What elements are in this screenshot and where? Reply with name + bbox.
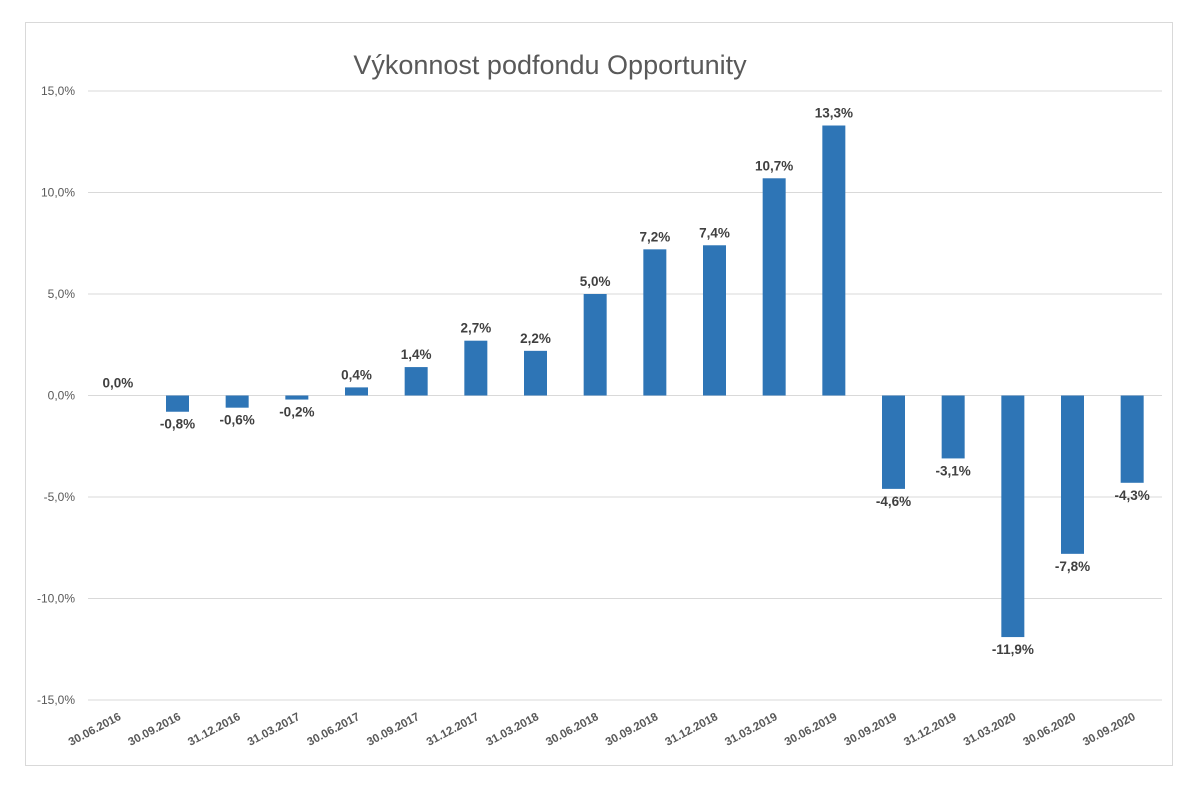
x-tick-label: 30.09.2020 <box>1081 711 1137 749</box>
x-tick-label: 31.03.2017 <box>246 711 302 749</box>
bar <box>464 340 488 396</box>
y-tick-label: -10,0% <box>37 592 75 606</box>
y-tick-label: 0,0% <box>48 389 76 403</box>
x-tick-label: 31.12.2019 <box>902 711 958 749</box>
data-label: 13,3% <box>815 106 853 121</box>
x-tick-label: 30.09.2019 <box>842 711 898 749</box>
y-tick-label: 5,0% <box>48 287 76 301</box>
data-label: 5,0% <box>580 274 611 289</box>
data-label: -0,8% <box>160 417 195 432</box>
data-label: -4,3% <box>1115 488 1150 503</box>
x-tick-label: 30.06.2020 <box>1021 711 1077 749</box>
bar <box>285 395 309 400</box>
x-tick-label: 31.12.2017 <box>425 711 481 749</box>
bar <box>882 395 905 489</box>
data-label: 7,4% <box>699 225 730 240</box>
data-label: -4,6% <box>876 494 911 509</box>
x-tick-label: 30.09.2017 <box>365 711 421 749</box>
bar <box>524 350 547 396</box>
x-tick-label: 30.09.2016 <box>126 711 182 749</box>
chart-title: Výkonnost podfondu Opportunity <box>353 50 747 80</box>
x-tick-label: 30.09.2018 <box>604 711 661 749</box>
x-tick-label: 30.06.2017 <box>305 711 361 749</box>
x-tick-label: 31.03.2020 <box>962 711 1018 749</box>
data-label: -3,1% <box>936 463 971 478</box>
x-tick-label: 31.12.2016 <box>186 711 242 749</box>
x-tick-label: 31.03.2018 <box>484 711 541 749</box>
data-label: -7,8% <box>1055 559 1090 574</box>
x-tick-label: 30.06.2016 <box>67 711 123 749</box>
data-label: 7,2% <box>639 229 670 244</box>
data-label: 0,4% <box>341 367 372 382</box>
data-label: 0,0% <box>102 376 133 391</box>
bar <box>1120 395 1144 483</box>
y-tick-label: -15,0% <box>37 693 75 707</box>
bar <box>762 178 786 396</box>
bar <box>941 395 965 459</box>
bar <box>822 125 846 396</box>
y-tick-label: 15,0% <box>41 84 75 98</box>
x-tick-label: 31.12.2018 <box>663 711 720 749</box>
bar <box>345 387 368 396</box>
x-tick-label: 30.06.2018 <box>544 711 601 749</box>
bar <box>225 395 249 408</box>
data-label: 2,2% <box>520 331 551 346</box>
bar <box>1001 395 1025 638</box>
bar <box>583 294 607 396</box>
y-tick-label: -5,0% <box>44 490 76 504</box>
data-label: -11,9% <box>992 642 1034 657</box>
data-label: 2,7% <box>460 321 491 336</box>
x-tick-label: 30.06.2019 <box>783 711 839 749</box>
x-tick-label: 31.03.2019 <box>723 711 779 749</box>
data-label: -0,6% <box>220 413 255 428</box>
bar <box>404 367 428 396</box>
data-label: 10,7% <box>755 158 793 173</box>
bar <box>1061 395 1084 554</box>
data-label: -0,2% <box>279 405 314 420</box>
data-label: 1,4% <box>401 347 432 362</box>
bar <box>703 245 726 396</box>
bar <box>643 249 667 396</box>
y-tick-label: 10,0% <box>41 186 75 200</box>
bar <box>166 395 189 412</box>
